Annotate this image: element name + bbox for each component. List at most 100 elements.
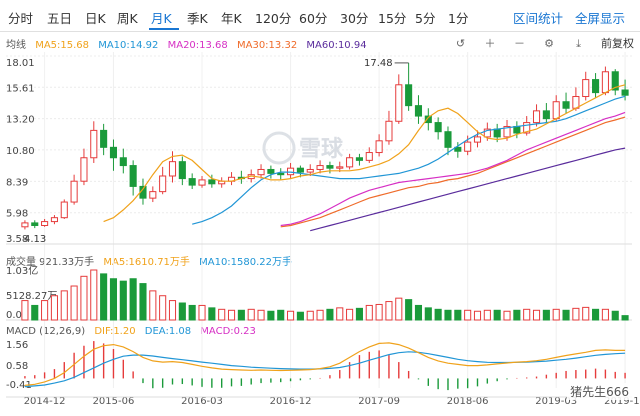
reset-icon[interactable]: ↺	[455, 37, 466, 50]
volume-bar-down	[562, 309, 570, 321]
volume-bar-up	[159, 295, 167, 321]
candle-up	[21, 222, 29, 228]
candle-down	[326, 165, 334, 169]
volume-bar-down	[267, 310, 275, 321]
candle-up	[316, 165, 324, 170]
volume-bar-down	[454, 309, 462, 321]
candle-up	[503, 125, 511, 138]
tab-4[interactable]: 月K	[151, 11, 172, 26]
volume-bar-up	[582, 306, 590, 321]
watermark-logo-text: 雪球	[299, 137, 344, 162]
candle-up	[464, 141, 472, 152]
volume-bar-down	[611, 310, 619, 321]
volume-bar-down	[109, 278, 118, 321]
fullscreen-button[interactable]: 全屏显示	[575, 11, 626, 26]
candle-down	[208, 179, 216, 185]
volume-bar-up	[572, 307, 580, 321]
volume-axis-label: 5128.27万	[6, 291, 57, 302]
tab-5[interactable]: 季K	[187, 11, 208, 26]
volume-bar-down	[434, 308, 442, 321]
zoom-out-icon[interactable]: －	[514, 37, 525, 50]
candle-up	[385, 120, 393, 142]
volume-bar-down	[444, 309, 452, 321]
volume-bar-down	[493, 309, 501, 321]
volume-bar-up	[41, 300, 49, 321]
macd-value: MACD:0.23	[200, 326, 256, 337]
range-stats-button[interactable]: 区间统计	[513, 11, 564, 26]
tab-2[interactable]: 日K	[85, 11, 106, 26]
volume-bar-down	[277, 309, 285, 321]
tab-11[interactable]: 5分	[415, 11, 436, 26]
volume-bar-down	[542, 309, 550, 321]
candle-down	[454, 146, 462, 152]
volume-bar-up	[336, 307, 344, 321]
candle-up	[50, 217, 58, 223]
macd-axis-label: 1.56	[6, 340, 28, 351]
candle-down	[109, 146, 118, 159]
ma10-value: MA10:14.92	[98, 40, 159, 51]
candle-down	[562, 101, 570, 109]
tab-12[interactable]: 1分	[448, 11, 469, 26]
tab-10[interactable]: 15分	[378, 11, 407, 26]
ma-legend: 均线 MA5:15.68 MA10:14.92 MA20:13.68 MA30:…	[6, 36, 373, 51]
volume-bar-down	[355, 307, 363, 321]
candle-down	[542, 110, 550, 120]
volume-bar-down	[119, 280, 127, 321]
download-icon[interactable]: ⤓	[576, 37, 581, 50]
volume-bar-up	[601, 308, 609, 321]
ma60-value: MA60:10.94	[306, 40, 367, 51]
volume-bar-up	[346, 308, 354, 321]
volume-bar-up	[21, 300, 29, 321]
volume-bar-up	[247, 308, 255, 321]
tab-3[interactable]: 周K	[117, 11, 138, 26]
candle-up	[60, 201, 68, 219]
volume-bar-up	[287, 310, 295, 321]
volume-bar-down	[405, 299, 413, 321]
volume-bar-down	[424, 307, 432, 321]
low-price-label: 4.13	[24, 234, 46, 245]
volume-bar-down	[326, 308, 334, 321]
settings-icon[interactable]: ⚙	[544, 37, 554, 50]
tab-9[interactable]: 30分	[340, 11, 369, 26]
tab-8[interactable]: 60分	[299, 11, 328, 26]
date-axis-label: 2019-12	[604, 396, 640, 407]
tab-7[interactable]: 120分	[255, 11, 292, 26]
candle-up	[346, 157, 354, 168]
candle-up	[523, 122, 531, 134]
date-axis-label: 2014-12	[24, 396, 66, 407]
volume-bar-down	[31, 304, 39, 321]
volume-bar-up	[50, 295, 58, 321]
volume-bar-up	[375, 303, 383, 321]
volume-bar-down	[513, 309, 521, 321]
candle-up	[149, 191, 157, 199]
candle-down	[188, 178, 196, 186]
candle-down	[414, 105, 423, 117]
volume-axis-label: 0.00	[6, 310, 28, 321]
date-axis-label: 2015-06	[93, 396, 135, 407]
volume-bar-up	[90, 269, 98, 321]
candle-down	[424, 115, 432, 124]
chart-toolbar: ↺ ＋ － ⚙ ⤓ 前复权	[442, 35, 634, 51]
price-axis-label: 13.20	[6, 115, 35, 126]
candle-up	[198, 179, 206, 186]
zoom-in-icon[interactable]: ＋	[484, 37, 496, 50]
tab-1[interactable]: 五日	[47, 11, 73, 26]
volume-bar-up	[316, 309, 324, 321]
tab-6[interactable]: 年K	[221, 11, 242, 26]
volume-bar-up	[395, 297, 403, 321]
tab-0[interactable]: 分时	[8, 11, 34, 26]
price-axis-label: 15.61	[6, 83, 35, 94]
volume-bar-down	[237, 309, 245, 321]
macd-axis-label: -0.41	[6, 380, 32, 391]
price-adjust-dropdown[interactable]: 前复权	[601, 37, 634, 50]
macd-dea-value: DEA:1.08	[144, 326, 192, 337]
candle-up	[582, 79, 590, 98]
volume-bar-down	[296, 311, 304, 321]
candle-up	[552, 101, 560, 120]
candle-up	[483, 128, 491, 138]
volume-bar-up	[306, 310, 314, 321]
ma5-value: MA5:15.68	[35, 40, 90, 51]
ma5-line	[103, 84, 626, 223]
candle-up	[375, 140, 383, 154]
